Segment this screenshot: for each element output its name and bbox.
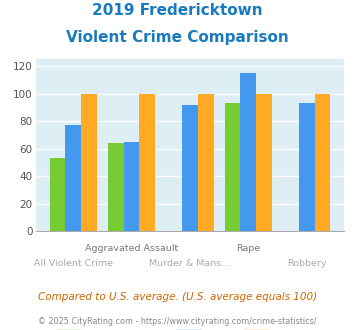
Text: All Violent Crime: All Violent Crime xyxy=(34,259,113,268)
Text: Violent Crime Comparison: Violent Crime Comparison xyxy=(66,30,289,45)
Bar xyxy=(315,94,330,231)
Bar xyxy=(140,94,155,231)
Bar xyxy=(81,94,97,231)
Text: 2019 Fredericktown: 2019 Fredericktown xyxy=(92,3,263,18)
Bar xyxy=(299,103,315,231)
Bar xyxy=(240,73,256,231)
Text: © 2025 CityRating.com - https://www.cityrating.com/crime-statistics/: © 2025 CityRating.com - https://www.city… xyxy=(38,317,317,326)
Bar xyxy=(256,94,272,231)
Bar xyxy=(225,103,240,231)
Bar xyxy=(65,125,81,231)
Text: Murder & Mans...: Murder & Mans... xyxy=(149,259,230,268)
Text: Rape: Rape xyxy=(236,244,260,253)
Bar xyxy=(182,105,198,231)
Bar xyxy=(198,94,214,231)
Text: Aggravated Assault: Aggravated Assault xyxy=(85,244,178,253)
Bar xyxy=(108,143,124,231)
Text: Robbery: Robbery xyxy=(287,259,326,268)
Legend: Fredericktown, Ohio, National: Fredericktown, Ohio, National xyxy=(51,326,329,330)
Bar xyxy=(124,142,140,231)
Bar xyxy=(50,158,65,231)
Text: Compared to U.S. average. (U.S. average equals 100): Compared to U.S. average. (U.S. average … xyxy=(38,292,317,302)
